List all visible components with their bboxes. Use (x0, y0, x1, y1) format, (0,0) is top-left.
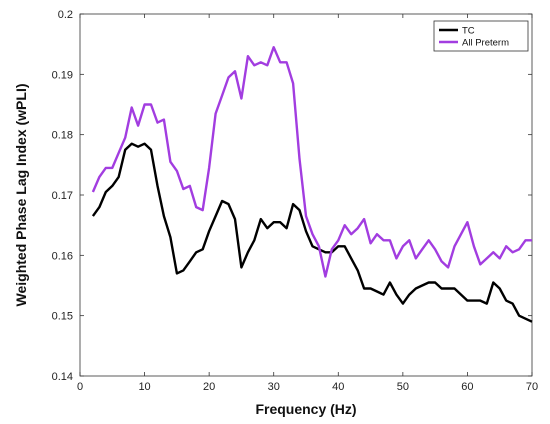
x-tick-label: 10 (138, 381, 150, 393)
y-tick-label: 0.18 (52, 130, 73, 142)
y-tick-label: 0.19 (52, 69, 73, 81)
legend-box (433, 20, 529, 52)
x-tick-label: 50 (397, 381, 409, 393)
legend-label-all-preterm: All Preterm (462, 38, 509, 49)
y-tick-label: 0.14 (52, 371, 73, 383)
plot-frame (79, 13, 533, 377)
x-tick-label: 60 (461, 381, 473, 393)
x-axis-ticks: 0 10 20 30 40 50 60 70 (77, 14, 538, 393)
y-tick-label: 0.2 (58, 9, 73, 21)
series-line-tc (91, 142, 533, 323)
y-axis-label: Weighted Phase Lag Index (wPLI) (13, 84, 29, 307)
series-layer (91, 46, 533, 323)
y-tick-label: 0.16 (52, 250, 73, 262)
legend-label-tc: TC (462, 26, 475, 37)
x-tick-label: 0 (77, 381, 83, 393)
x-tick-label: 20 (203, 381, 215, 393)
series-line-all-preterm (91, 46, 532, 278)
x-axis-label: Frequency (Hz) (255, 401, 356, 417)
plot-area (79, 13, 533, 377)
y-tick-label: 0.17 (52, 190, 73, 202)
legend: TC All Preterm (433, 20, 529, 52)
x-tick-label: 30 (268, 381, 280, 393)
x-tick-label: 40 (332, 381, 344, 393)
y-tick-label: 0.15 (52, 311, 73, 323)
y-axis-ticks: 0.14 0.15 0.16 0.17 0.18 0.19 0.2 (52, 9, 532, 383)
x-tick-label: 70 (526, 381, 538, 393)
